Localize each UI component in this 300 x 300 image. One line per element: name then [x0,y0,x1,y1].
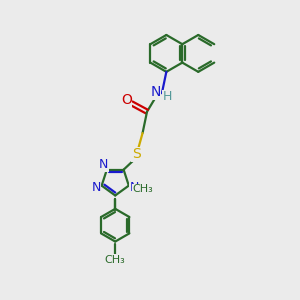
Text: CH₃: CH₃ [133,184,153,194]
Text: H: H [163,90,172,103]
Text: N: N [150,85,161,99]
Text: O: O [121,93,132,107]
Text: S: S [132,148,141,161]
Text: N: N [91,181,101,194]
Text: N: N [99,158,108,171]
Text: CH₃: CH₃ [105,255,126,265]
Text: N: N [130,181,139,194]
